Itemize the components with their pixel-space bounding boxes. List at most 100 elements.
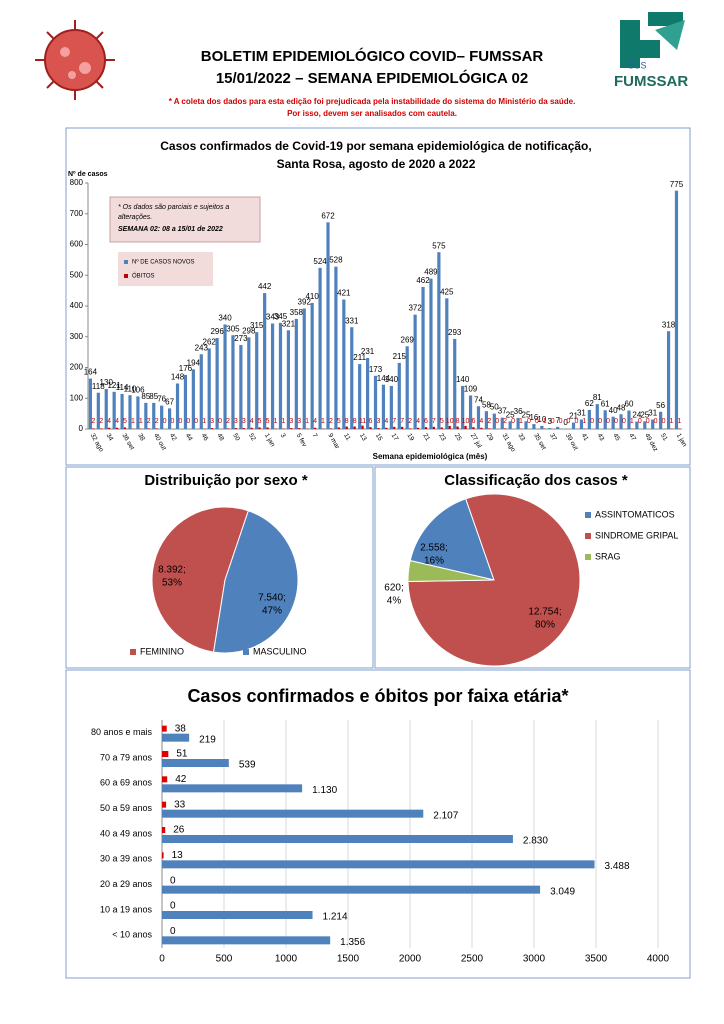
bar [270, 323, 275, 429]
bar [162, 733, 190, 742]
legend-swatch [585, 554, 591, 560]
bar [508, 421, 512, 429]
value-label: 524 [313, 257, 327, 266]
header-subtitle: 15/01/2022 – SEMANA EPIDEMIOLÓGICA 02 [216, 69, 528, 87]
bar [112, 391, 116, 429]
value-label: 2.558; [420, 543, 448, 554]
bar [120, 393, 124, 429]
legend-swatch [124, 260, 128, 264]
percent-label: 16% [424, 556, 444, 567]
legend-label: SRAG [595, 551, 621, 561]
value-label: 211 [353, 353, 366, 362]
value-label: 0 [170, 875, 176, 886]
value-label: 2 [487, 418, 491, 425]
bar [155, 428, 158, 429]
y-tick-label: 40 a 49 anos [100, 828, 153, 838]
value-label: 296 [210, 327, 224, 336]
pie-slice [407, 493, 581, 667]
annotation: alterações. [118, 214, 152, 221]
value-label: 118 [92, 382, 105, 391]
bar [611, 416, 615, 429]
bar [266, 427, 269, 429]
bar [207, 348, 211, 429]
value-label: 10 [462, 418, 470, 425]
value-label: 462 [416, 276, 430, 285]
y-tick-label: 200 [70, 363, 84, 372]
x-tick-label: 48 [215, 432, 225, 442]
x-tick-label: 47 [627, 432, 637, 442]
logo-text: SUS [628, 60, 647, 70]
bar [160, 405, 164, 429]
x-axis-label: Semana epidemiológica (mês) [373, 452, 488, 461]
x-tick-label: 33 [516, 432, 526, 442]
value-label: 3 [548, 417, 553, 426]
x-tick-label: 46 [200, 432, 210, 442]
bar [500, 417, 504, 429]
bar [162, 852, 164, 859]
header-note: * A coleta dos dados para esta edição fo… [169, 97, 576, 106]
value-label: 3 [234, 418, 238, 425]
bar [144, 402, 148, 429]
value-label: 5 [266, 418, 270, 425]
value-label: 109 [464, 385, 478, 394]
chart-title: Distribuição por sexo * [144, 472, 308, 489]
value-label: 12.754; [528, 607, 561, 618]
chart-title: Classificação dos casos * [444, 472, 628, 489]
legend-label: ÓBITOS [132, 273, 155, 280]
bar [147, 428, 150, 429]
value-label: 0 [171, 418, 175, 425]
y-tick-label: 80 anos e mais [91, 727, 153, 737]
bar [242, 428, 245, 429]
value-label: 1 [305, 418, 309, 425]
bar [123, 427, 127, 429]
value-label: 85 [149, 392, 158, 401]
bar [162, 759, 229, 767]
bar [108, 427, 111, 429]
bar [345, 426, 348, 429]
bar [504, 428, 507, 429]
value-label: 4 [107, 418, 111, 425]
value-label: 0 [170, 926, 176, 937]
legend-swatch [585, 512, 591, 518]
bar [635, 421, 639, 429]
bar [199, 354, 203, 429]
value-label: 0 [535, 418, 539, 425]
value-label: 0 [606, 418, 610, 425]
x-tick-label: 19 [406, 432, 416, 442]
bar [358, 364, 362, 429]
value-label: 1 [670, 418, 674, 425]
chart-title: Casos confirmados e óbitos por faixa etá… [187, 686, 568, 706]
value-label: 2.830 [523, 836, 548, 847]
value-label: 2 [99, 418, 103, 425]
legend-label: Nº DE CASOS NOVOS [132, 259, 195, 266]
value-label: 36 [514, 407, 523, 416]
bar [432, 426, 435, 429]
bar [286, 330, 290, 429]
value-label: 0 [495, 418, 499, 425]
value-label: 4 [115, 418, 119, 425]
value-label: 2 [503, 418, 507, 425]
value-label: 16 [529, 413, 538, 422]
bar [302, 308, 306, 429]
bar [488, 428, 491, 429]
bar [385, 427, 388, 429]
legend-label: SINDROME GRIPAL [595, 530, 678, 540]
value-label: 42 [175, 774, 187, 785]
value-label: 315 [250, 321, 264, 330]
value-label: 6 [424, 418, 428, 425]
x-tick-label: 7 [310, 432, 318, 439]
bar [627, 410, 631, 429]
legend-swatch [243, 649, 249, 655]
bar [448, 425, 451, 429]
value-label: 8 [353, 418, 357, 425]
bar [587, 409, 591, 429]
bar [397, 362, 401, 429]
value-label: 40 [609, 406, 618, 415]
bar [215, 337, 219, 429]
bar [136, 396, 140, 429]
bar [290, 428, 293, 429]
value-label: 358 [290, 308, 304, 317]
bar [88, 378, 92, 429]
x-tick-label: 15 [374, 432, 384, 442]
value-label: 3 [376, 418, 380, 425]
